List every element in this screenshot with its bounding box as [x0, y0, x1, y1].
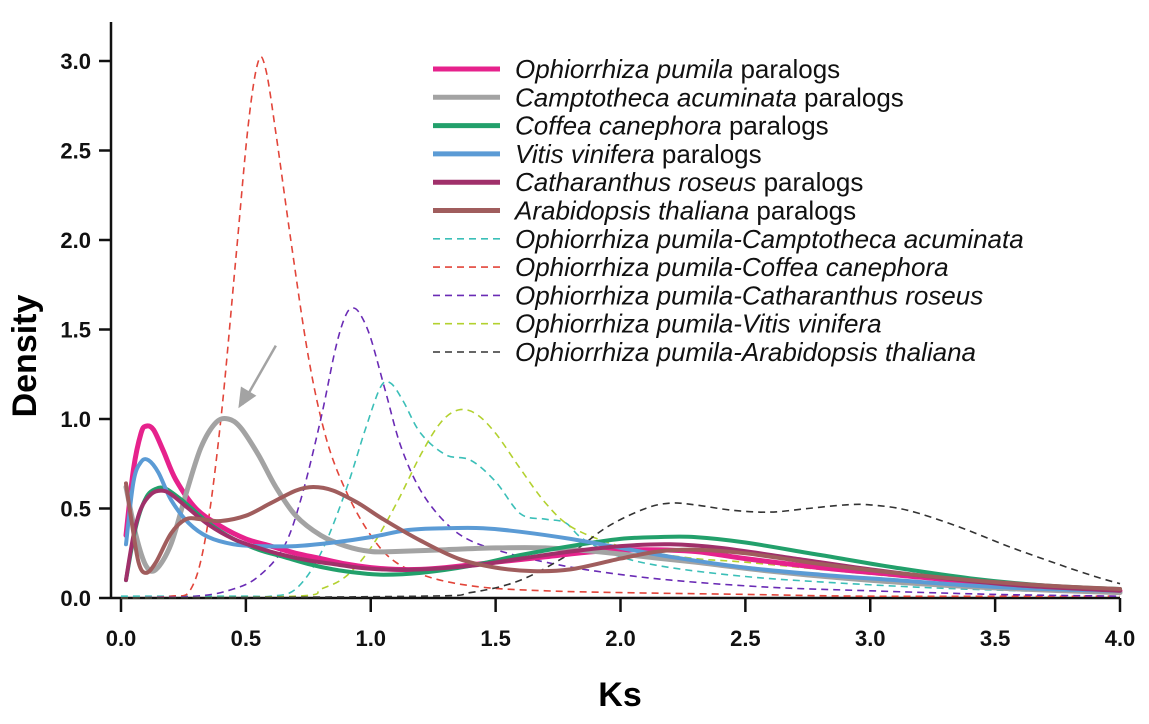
- legend-species: Vitis vinifera: [515, 139, 655, 169]
- series-line-1: [123, 423, 1123, 594]
- x-tick-label: 2.0: [605, 626, 636, 651]
- legend-suffix: paralogs: [756, 167, 863, 197]
- y-axis-title: Density: [6, 295, 44, 418]
- series-layer: [120, 55, 1123, 599]
- x-tick-label: 1.5: [480, 626, 511, 651]
- series-line-5: [124, 488, 1122, 593]
- legend-species: Ophiorrhiza pumila-Arabidopsis thaliana: [515, 337, 976, 367]
- y-tick-label: 0.0: [60, 586, 91, 611]
- x-tick-label: 4.0: [1105, 626, 1136, 651]
- series-line-4: [124, 457, 1122, 593]
- x-tick-label: 1.0: [355, 626, 386, 651]
- legend-label-8: Ophiorrhiza pumila-Coffea canephora: [515, 252, 949, 282]
- legend-label-9: Ophiorrhiza pumila-Catharanthus roseus: [515, 280, 983, 310]
- legend-species: Arabidopsis thaliana: [513, 196, 749, 226]
- x-tick-label: 2.5: [730, 626, 761, 651]
- legend-species: Ophiorrhiza pumila-Camptotheca acuminata: [515, 224, 1024, 254]
- legend-label-4: Vitis vinifera paralogs: [515, 139, 762, 169]
- legend-species: Ophiorrhiza pumila-Catharanthus roseus: [515, 280, 983, 310]
- series-line-9: [120, 307, 1121, 599]
- y-tick-label: 3.0: [60, 49, 91, 74]
- series-line-6: [124, 481, 1122, 591]
- legend-label-2: Camptotheca acuminata paralogs: [515, 82, 904, 112]
- legend-suffix: paralogs: [733, 54, 840, 84]
- legend-species: Camptotheca acuminata: [515, 82, 797, 112]
- legend-species: Ophiorrhiza pumila-Vitis vinifera: [515, 309, 882, 339]
- y-tick-label: 1.0: [60, 407, 91, 432]
- legend-label-5: Catharanthus roseus paralogs: [515, 167, 863, 197]
- x-tick-label: 3.5: [980, 626, 1011, 651]
- legend-label-10: Ophiorrhiza pumila-Vitis vinifera: [515, 309, 882, 339]
- legend-species: Catharanthus roseus: [515, 167, 756, 197]
- x-tick-label: 0.5: [231, 626, 262, 651]
- annotation-layer: [238, 344, 277, 409]
- series-line-3: [124, 485, 1122, 591]
- legend-label-6: Arabidopsis thaliana paralogs: [513, 196, 856, 226]
- y-tick-label: 0.5: [60, 497, 91, 522]
- legend-suffix: paralogs: [655, 139, 762, 169]
- series-line-2: [123, 415, 1123, 596]
- axes-layer: 0.0 0.5 1.0 1.5 2.0 2.5 3.0 3.5 4.0 0.0 0.5 1.0 1.5 2…: [60, 22, 1135, 651]
- legend-suffix: paralogs: [749, 196, 856, 226]
- legend-label-11: Ophiorrhiza pumila-Arabidopsis thaliana: [515, 337, 976, 367]
- legend-label-7: Ophiorrhiza pumila-Camptotheca acuminata: [515, 224, 1024, 254]
- legend-species: Coffea canephora: [515, 111, 722, 141]
- legend-species: Ophiorrhiza pumila-Coffea canephora: [515, 252, 949, 282]
- x-tick-label: 0.0: [106, 626, 137, 651]
- y-tick-label: 2.0: [60, 228, 91, 253]
- legend-suffix: paralogs: [797, 82, 904, 112]
- legend-label-3: Coffea canephora paralogs: [515, 111, 829, 141]
- arrow-head: [238, 386, 257, 409]
- legend-suffix: paralogs: [722, 111, 829, 141]
- y-tick-label: 2.5: [60, 139, 91, 164]
- series-line-11: [120, 502, 1121, 599]
- legend-label-1: Ophiorrhiza pumila paralogs: [515, 54, 840, 84]
- x-tick-label: 3.0: [855, 626, 886, 651]
- x-axis-title: Ks: [598, 676, 641, 714]
- y-tick-label: 1.5: [60, 318, 91, 343]
- legend-species: Ophiorrhiza pumila: [515, 54, 733, 84]
